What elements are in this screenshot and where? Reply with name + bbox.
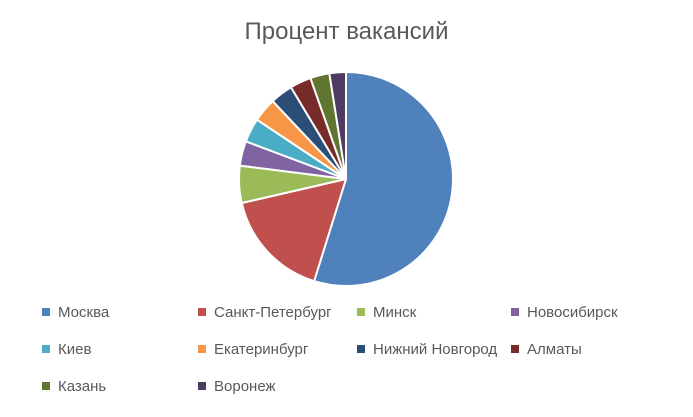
pie-slice-10: [328, 70, 347, 180]
chart-title: Процент вакансий: [244, 18, 449, 45]
pie-slice-2: [240, 178, 347, 283]
pie-slice-1: [313, 71, 454, 287]
